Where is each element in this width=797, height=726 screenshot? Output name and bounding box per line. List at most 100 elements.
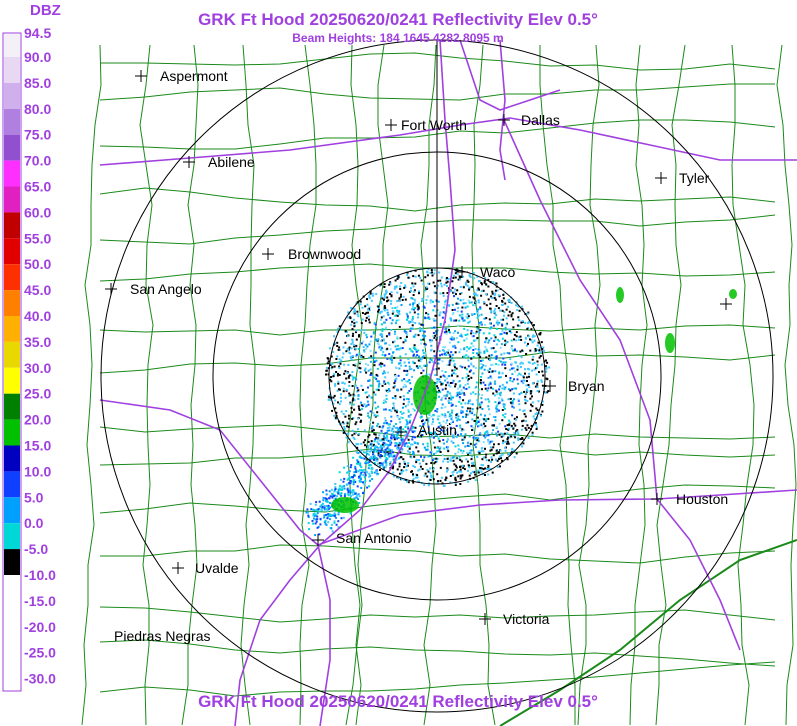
echo-pixel	[385, 401, 387, 404]
echo-pixel	[477, 469, 480, 472]
echo-pixel	[382, 434, 385, 437]
echo-pixel	[443, 303, 446, 306]
echo-pixel	[394, 444, 397, 447]
echo-pixel	[420, 434, 423, 437]
echo-pixel	[343, 363, 346, 366]
echo-pixel	[517, 305, 520, 308]
echo-pixel	[379, 362, 382, 365]
echo-pixel	[397, 436, 400, 439]
echo-pixel	[380, 446, 383, 449]
echo-pixel	[347, 491, 350, 494]
echo-pixel	[328, 396, 331, 399]
echo-pixel	[447, 330, 450, 333]
echo-pixel	[365, 311, 368, 314]
echo-pixel	[343, 372, 346, 375]
echo-pixel	[367, 444, 370, 447]
echo-pixel	[470, 313, 473, 316]
echo-pixel	[424, 472, 427, 475]
echo-pixel	[364, 451, 367, 454]
echo-pixel	[459, 348, 462, 351]
city-label: Tyler	[679, 170, 710, 186]
echo-pixel	[409, 419, 412, 422]
echo-pixel	[439, 323, 442, 325]
echo-pixel	[436, 482, 439, 484]
echo-pixel	[469, 276, 472, 278]
echo-pixel	[408, 415, 411, 418]
echo-pixel	[382, 461, 385, 464]
echo-pixel	[432, 478, 435, 481]
echo-pixel	[367, 308, 369, 311]
county-line	[99, 448, 776, 466]
echo-pixel	[511, 400, 514, 402]
echo-pixel	[433, 381, 436, 384]
echo-pixel	[487, 440, 490, 443]
echo-pixel	[370, 470, 373, 473]
echo-pixel	[349, 489, 351, 492]
echo-pixel	[346, 422, 349, 425]
echo-pixel	[381, 297, 384, 300]
echo-pixel	[419, 436, 421, 438]
echo-pixel	[489, 440, 492, 443]
echo-pixel	[444, 346, 447, 349]
scale-band	[4, 186, 20, 213]
echo-pixel	[352, 364, 355, 366]
echo-pixel	[402, 412, 405, 414]
echo-pixel	[412, 481, 415, 484]
echo-pixel	[411, 327, 414, 330]
echo-pixel	[516, 378, 519, 381]
echo-pixel	[370, 442, 373, 445]
city-label: Dallas	[521, 112, 560, 128]
echo-pixel	[472, 436, 475, 439]
echo-pixel	[373, 364, 376, 367]
echo-pixel	[376, 473, 379, 476]
echo-pixel	[495, 357, 498, 360]
echo-pixel	[369, 368, 372, 371]
echo-pixel	[474, 438, 477, 441]
echo-pixel	[316, 512, 319, 515]
echo-pixel	[480, 290, 483, 293]
echo-pixel	[422, 458, 425, 461]
echo-pixel	[482, 473, 485, 476]
echo-pixel	[474, 387, 477, 390]
echo-pixel	[432, 418, 434, 421]
echo-pixel	[406, 313, 409, 316]
echo-pixel	[446, 364, 449, 366]
echo-pixel	[489, 307, 491, 310]
echo-pixel	[346, 471, 349, 474]
echo-pixel	[437, 367, 440, 370]
echo-pixel	[546, 378, 549, 381]
echo-pixel	[343, 477, 346, 480]
echo-pixel	[506, 458, 509, 461]
echo-pixel	[498, 388, 501, 391]
echo-pixel	[353, 345, 356, 348]
echo-pixel	[443, 447, 446, 450]
echo-pixel	[402, 341, 405, 344]
echo-pixel	[492, 281, 495, 284]
echo-pixel	[382, 315, 385, 318]
echo-pixel	[501, 433, 504, 436]
echo-pixel	[541, 384, 544, 387]
echo-pixel	[350, 464, 353, 467]
echo-pixel	[495, 390, 498, 393]
echo-pixel	[383, 372, 386, 374]
echo-pixel	[346, 478, 349, 481]
echo-pixel	[372, 421, 375, 424]
echo-pixel	[473, 297, 476, 300]
echo-pixel	[446, 448, 449, 451]
echo-pixel	[416, 476, 419, 479]
echo-pixel	[515, 335, 518, 338]
echo-pixel	[390, 409, 393, 412]
scale-label: -25.0	[24, 645, 56, 661]
echo-pixel	[422, 334, 424, 337]
highways	[99, 39, 797, 726]
echo-pixel	[383, 382, 386, 385]
echo-pixel	[331, 495, 334, 498]
echo-pixel	[436, 473, 439, 476]
echo-pixel	[308, 528, 310, 531]
echo-pixel	[371, 427, 374, 430]
echo-pixel	[446, 377, 449, 380]
echo-pixel	[531, 341, 534, 344]
echo-pixel	[481, 366, 484, 369]
echo-pixel	[492, 446, 495, 449]
echo-pixel	[492, 454, 495, 457]
